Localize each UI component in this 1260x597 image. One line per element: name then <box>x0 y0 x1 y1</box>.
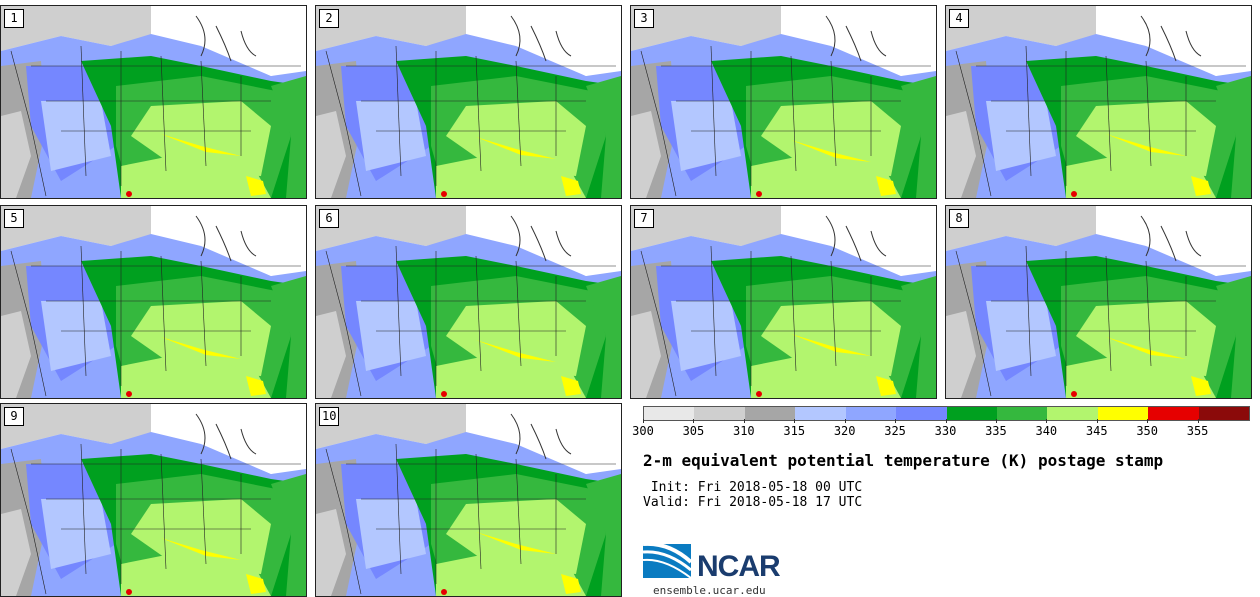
colorbar-tick-mark <box>995 419 997 423</box>
colorbar-segment <box>795 407 846 420</box>
colorbar-tick-label: 350 <box>1136 424 1158 438</box>
member-panel-6: 6 <box>315 205 622 399</box>
ncar-logo-text: NCAR <box>697 550 781 583</box>
colorbar-segment <box>744 407 796 420</box>
colorbar-tick-label: 305 <box>682 424 705 438</box>
member-panel-2: 2 <box>315 5 622 199</box>
member-panel-10: 10 <box>315 403 622 597</box>
colorbar-tick-label: 310 <box>732 424 755 438</box>
colorbar-segment <box>694 407 745 420</box>
colorbar <box>643 406 1250 421</box>
valid-time: Valid: Fri 2018-05-18 17 UTC <box>643 495 863 510</box>
colorbar-segment <box>845 407 897 420</box>
colorbar-tick-label: 330 <box>934 424 957 438</box>
colorbar-tick-mark <box>643 419 644 423</box>
colorbar-segment <box>1097 407 1149 420</box>
colorbar-tick-label: 355 <box>1186 424 1209 438</box>
panel-number: 9 <box>4 407 24 426</box>
colorbar-tick-label: 335 <box>985 424 1007 438</box>
colorbar-tick-mark <box>844 419 846 423</box>
colorbar-tick-mark <box>1147 419 1149 423</box>
colorbar-segment <box>946 407 997 420</box>
panel-number: 2 <box>319 9 339 28</box>
site-url: ensemble.ucar.edu <box>653 584 766 597</box>
colorbar-tick-mark <box>693 419 695 423</box>
colorbar-segment <box>644 407 695 420</box>
ncar-logo-icon <box>643 541 693 579</box>
panel-number: 10 <box>319 407 340 426</box>
member-panel-3: 3 <box>630 5 937 199</box>
member-panel-5: 5 <box>0 205 307 399</box>
colorbar-tick-mark <box>945 419 947 423</box>
colorbar-tick-label: 340 <box>1035 424 1058 438</box>
member-panel-7: 7 <box>630 205 937 399</box>
colorbar-segment <box>896 407 947 420</box>
panel-number: 8 <box>949 209 969 228</box>
panel-number: 7 <box>634 209 654 228</box>
member-panel-8: 8 <box>945 205 1252 399</box>
colorbar-tick-label: 345 <box>1085 424 1108 438</box>
colorbar-segment <box>1198 407 1250 420</box>
member-panel-9: 9 <box>0 403 307 597</box>
colorbar-tick-mark <box>1046 419 1048 423</box>
panel-number: 3 <box>634 9 654 28</box>
member-panel-1: 1 <box>0 5 307 199</box>
colorbar-tick-mark <box>1096 419 1098 423</box>
colorbar-tick-label: 325 <box>884 424 906 438</box>
colorbar-tick-label: 300 <box>632 424 654 438</box>
colorbar-tick-mark <box>1197 419 1199 423</box>
colorbar-tick-mark <box>794 419 796 423</box>
panel-number: 5 <box>4 209 24 228</box>
colorbar-segment <box>996 407 1048 420</box>
member-panel-4: 4 <box>945 5 1252 199</box>
colorbar-tick-mark <box>895 419 897 423</box>
panel-number: 6 <box>319 209 339 228</box>
colorbar-tick-mark <box>743 419 745 423</box>
panel-number: 4 <box>949 9 969 28</box>
colorbar-tick-label: 315 <box>783 424 806 438</box>
colorbar-tick-label: 320 <box>833 424 856 438</box>
init-time: Init: Fri 2018-05-18 00 UTC <box>643 480 863 495</box>
panel-number: 1 <box>4 9 24 28</box>
colorbar-segment <box>1148 407 1199 420</box>
colorbar-segment <box>1047 407 1098 420</box>
figure-title: 2-m equivalent potential temperature (K)… <box>643 451 1164 470</box>
